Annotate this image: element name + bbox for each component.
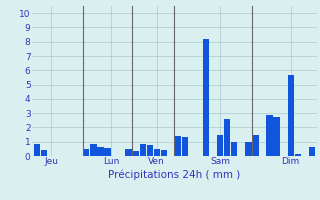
Bar [245, 142, 252, 156]
Bar [90, 144, 97, 156]
Bar [161, 150, 167, 156]
Bar [154, 149, 160, 156]
Bar [140, 144, 146, 156]
Bar [41, 150, 47, 156]
Bar [309, 147, 315, 156]
Bar [231, 142, 237, 156]
Bar [104, 148, 111, 156]
Bar [175, 136, 181, 156]
Bar [266, 115, 273, 156]
Bar [217, 135, 223, 156]
Bar [182, 137, 188, 156]
Bar [132, 151, 139, 156]
Bar [203, 39, 209, 156]
Bar [125, 149, 132, 156]
X-axis label: Précipitations 24h ( mm ): Précipitations 24h ( mm ) [108, 169, 241, 180]
Bar [224, 119, 230, 156]
Bar [83, 149, 90, 156]
Bar [295, 154, 301, 156]
Bar [252, 135, 259, 156]
Bar [274, 117, 280, 156]
Bar [97, 147, 104, 156]
Bar [147, 145, 153, 156]
Bar [288, 75, 294, 156]
Bar [34, 144, 40, 156]
